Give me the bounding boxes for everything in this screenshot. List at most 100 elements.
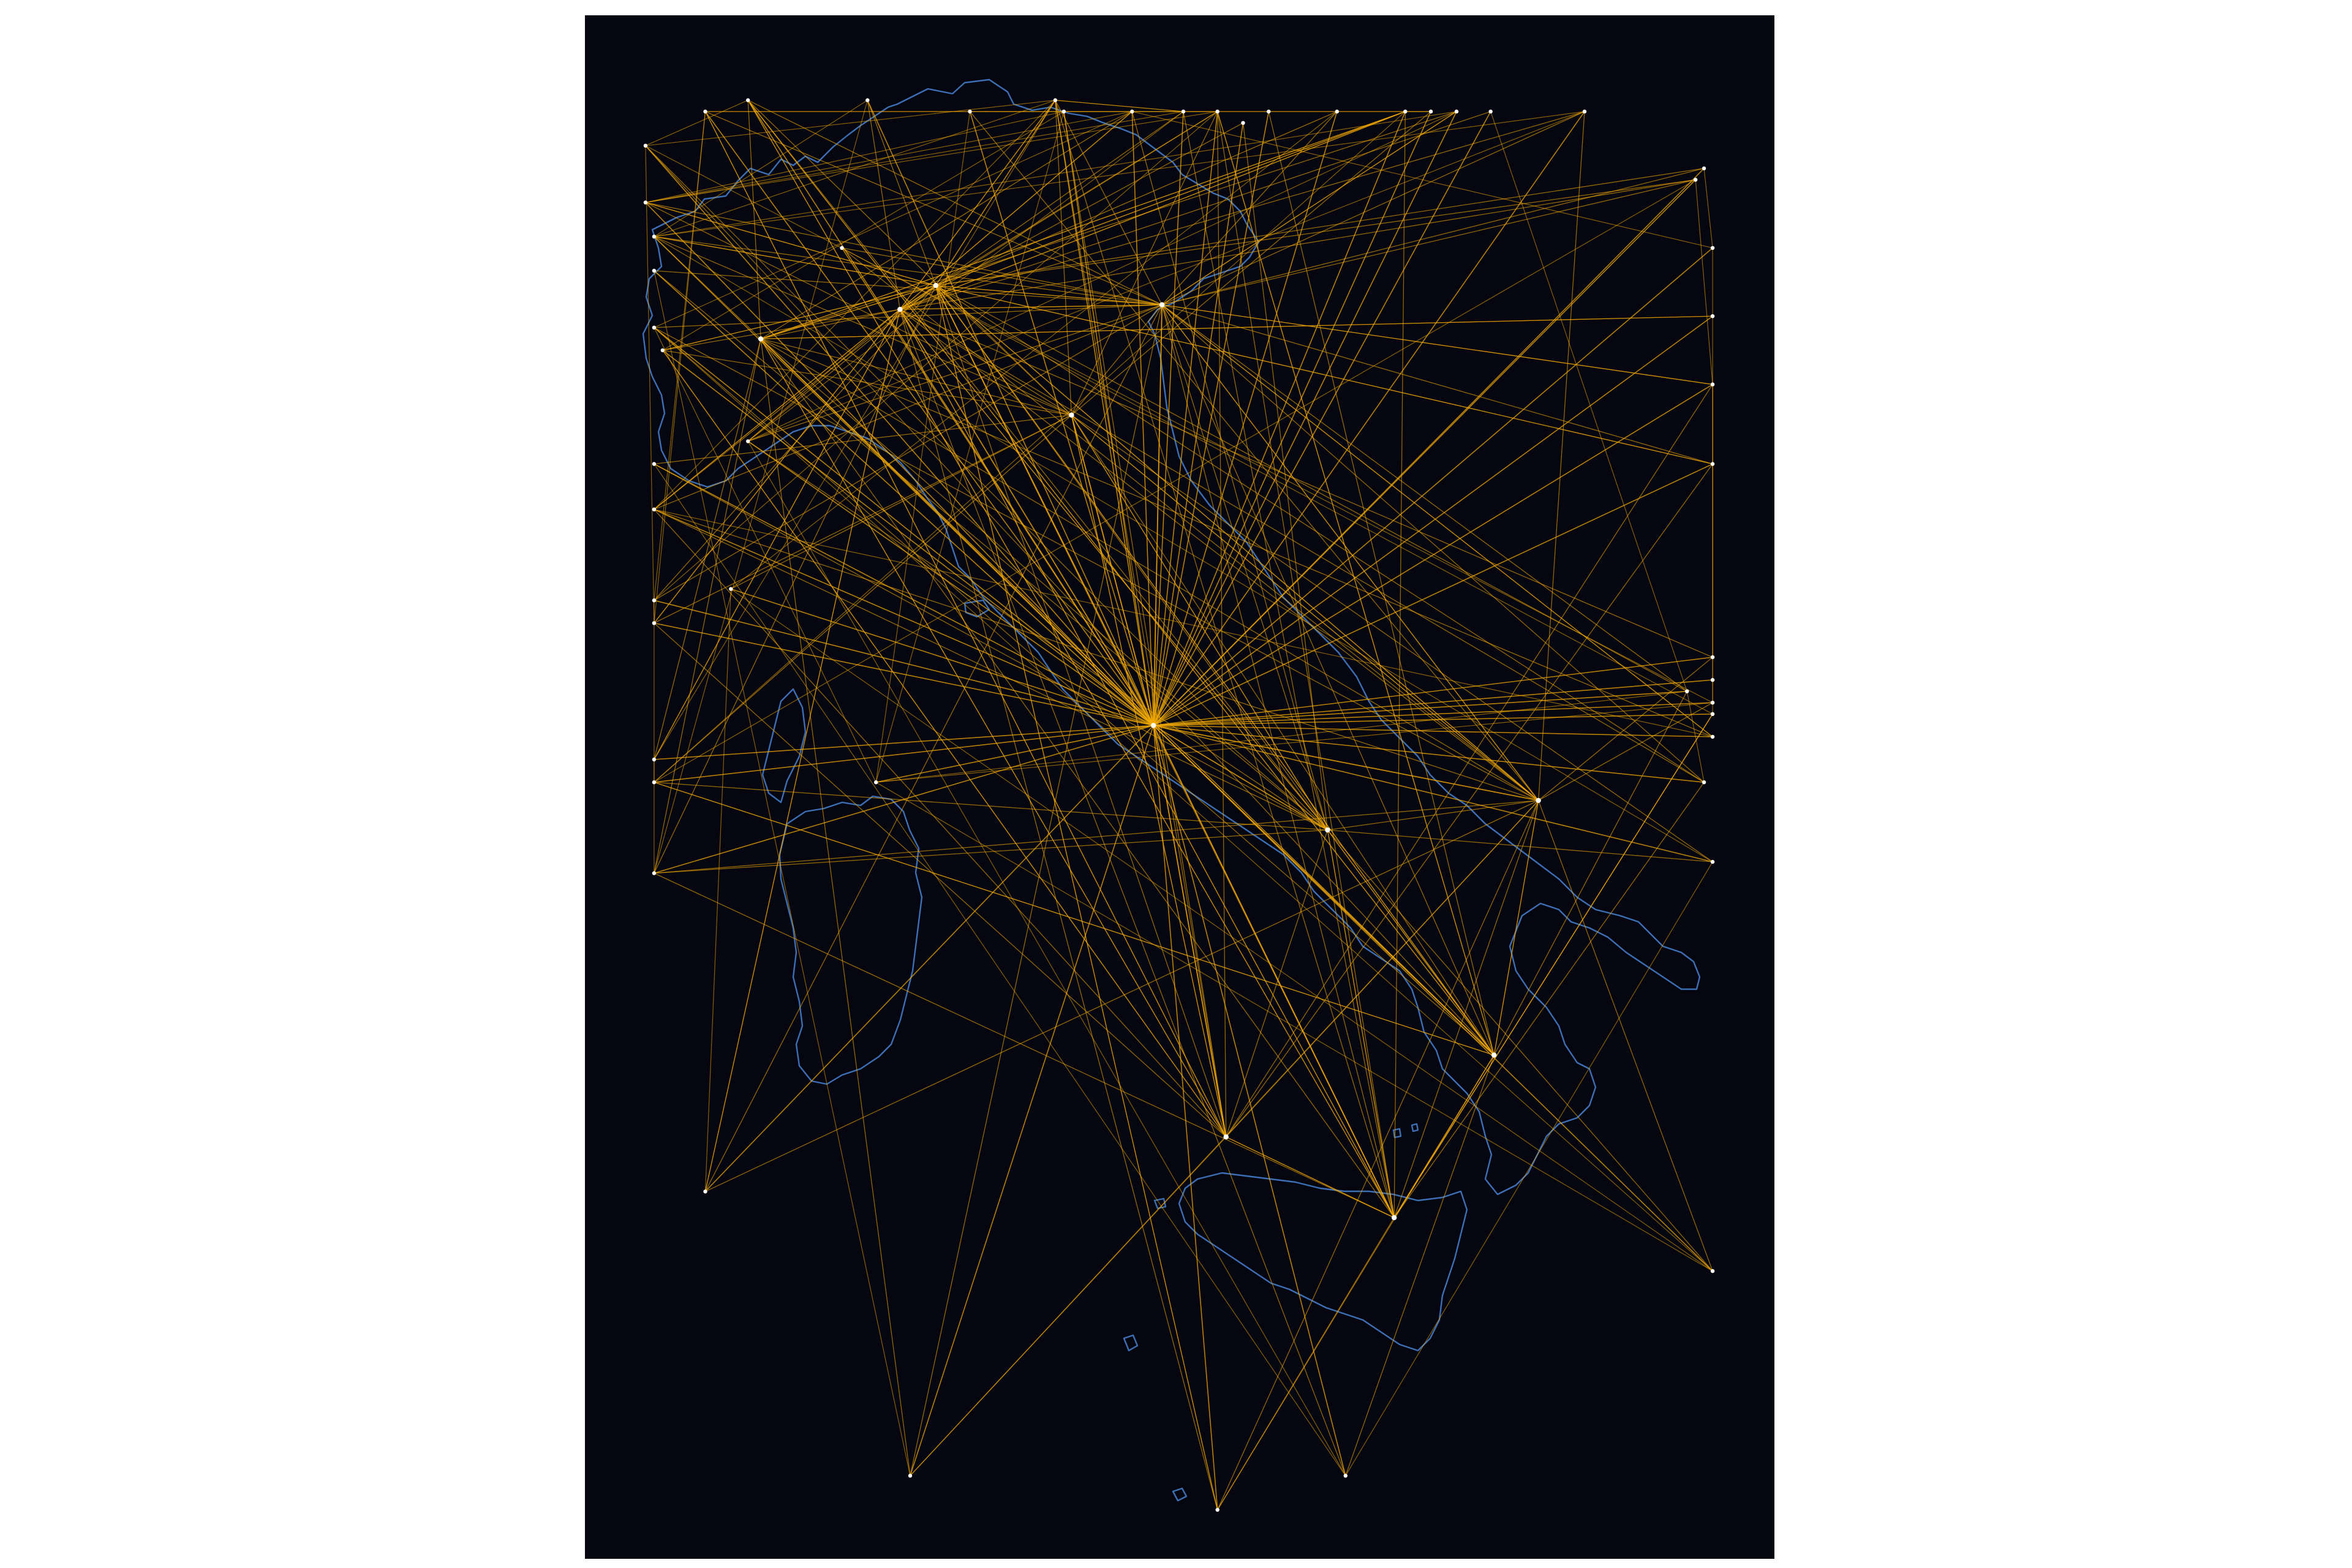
flight-route xyxy=(1063,111,1227,1137)
flight-route xyxy=(662,350,1227,1137)
flight-route xyxy=(1153,725,1328,831)
flight-route xyxy=(1153,725,1713,737)
flight-route xyxy=(645,145,655,624)
airport-marker xyxy=(1335,109,1339,114)
airport-marker xyxy=(1710,734,1715,739)
flight-route xyxy=(645,145,1328,831)
flight-route xyxy=(654,236,1163,306)
flight-route xyxy=(1153,111,1491,726)
hub-airport-marker xyxy=(933,282,938,288)
flight-route xyxy=(1695,179,1713,385)
flight-route xyxy=(900,309,1713,658)
airport-marker xyxy=(1702,780,1706,785)
flight-route xyxy=(1071,415,1329,831)
airport-marker xyxy=(652,871,657,875)
flight-route xyxy=(654,339,761,873)
flight-route xyxy=(1162,304,1713,385)
flight-route xyxy=(876,725,1154,783)
flight-route xyxy=(761,315,1713,339)
flight-route xyxy=(935,285,1705,783)
flight-route xyxy=(867,100,900,310)
flight-route xyxy=(1153,247,1713,726)
airport-marker xyxy=(1710,246,1715,250)
hub-airport-marker xyxy=(897,306,903,312)
airport-marker xyxy=(652,780,657,785)
flight-route xyxy=(935,285,1494,1055)
flight-route xyxy=(654,327,1154,726)
flight-route xyxy=(1538,111,1585,801)
flight-route xyxy=(1327,829,1494,1055)
flight-route xyxy=(654,725,1154,760)
flight-route xyxy=(1153,123,1244,726)
flight-route xyxy=(1153,725,1713,862)
map-panel xyxy=(585,15,1774,1559)
flight-route xyxy=(935,111,1406,286)
aeolian-islands xyxy=(1392,1123,1419,1139)
flight-route xyxy=(704,111,1227,1137)
flight-route xyxy=(654,600,1154,726)
airport-marker xyxy=(1710,314,1715,318)
flight-route xyxy=(1055,100,1184,112)
flight-route xyxy=(662,309,900,351)
flight-route xyxy=(1217,111,1494,1055)
airport-marker xyxy=(652,598,657,603)
flight-route xyxy=(731,588,1154,726)
flight-route xyxy=(935,285,1163,306)
hub-airport-marker xyxy=(1151,723,1156,728)
flight-route xyxy=(654,622,1154,726)
flight-route xyxy=(1153,304,1163,726)
flight-route xyxy=(705,111,1163,306)
flight-route xyxy=(1161,304,1687,692)
flight-route xyxy=(899,100,1056,310)
flight-route xyxy=(899,309,1346,1476)
flight-route xyxy=(705,800,1539,1192)
flight-route xyxy=(1161,168,1705,306)
flight-route xyxy=(1132,111,1713,249)
airport-marker xyxy=(1582,109,1587,114)
hub-airport-marker xyxy=(1223,1134,1229,1140)
flight-route xyxy=(935,111,1218,286)
airport-marker xyxy=(1215,1507,1219,1512)
flight-route xyxy=(1153,725,1227,1137)
airport-marker xyxy=(1710,1269,1715,1273)
flight-route xyxy=(1226,829,1329,1137)
flight-route xyxy=(662,111,1065,351)
egadi-islands xyxy=(1153,1197,1167,1210)
flight-route xyxy=(760,338,1395,1218)
flight-route xyxy=(1071,415,1713,862)
flight-route xyxy=(654,415,1072,783)
flight-route xyxy=(1161,304,1395,1218)
flight-route xyxy=(1055,100,1227,1137)
flight-route xyxy=(1071,415,1227,1137)
flight-route xyxy=(1393,1055,1494,1218)
flight-route xyxy=(1161,304,1705,783)
flight-route xyxy=(899,309,1539,801)
airport-marker xyxy=(1181,109,1186,114)
flight-route xyxy=(1071,111,1431,416)
flight-route xyxy=(730,111,1338,590)
flight-route xyxy=(842,247,1539,801)
flight-route xyxy=(1217,111,1395,1218)
flight-route xyxy=(654,270,1163,306)
flight-route xyxy=(1153,111,1585,726)
airport-marker xyxy=(652,268,657,273)
flight-route xyxy=(747,100,1395,1218)
flight-route xyxy=(760,338,1072,416)
flight-route xyxy=(1226,384,1713,1137)
flight-route xyxy=(747,111,1184,442)
flight-route xyxy=(747,100,1494,1056)
flight-route xyxy=(654,782,1494,1056)
flight-route xyxy=(662,350,1072,416)
flight-route xyxy=(654,100,1056,760)
flight-route xyxy=(1345,861,1713,1476)
flight-route xyxy=(747,100,761,339)
flight-route xyxy=(867,100,1154,726)
airport-marker xyxy=(652,507,657,511)
flight-route xyxy=(1345,1055,1494,1476)
flight-route xyxy=(935,285,1227,1137)
flight-route xyxy=(1161,179,1696,306)
flight-route xyxy=(1703,168,1713,248)
flight-route xyxy=(645,145,1713,703)
airport-marker xyxy=(1710,655,1715,660)
italy-flight-route-map xyxy=(642,78,1715,1512)
